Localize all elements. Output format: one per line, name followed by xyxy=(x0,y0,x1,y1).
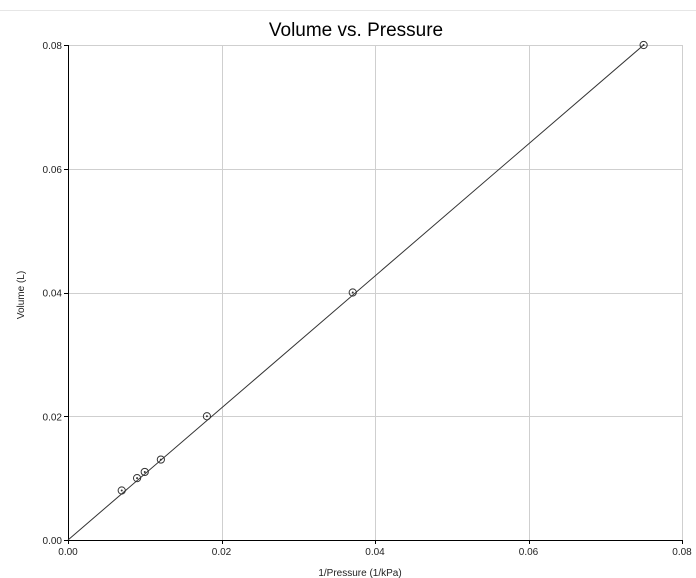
data-point xyxy=(202,412,212,421)
data-points xyxy=(117,40,648,495)
data-point xyxy=(117,486,126,495)
y-tick-label: 0.04 xyxy=(43,289,63,300)
y-tick-label: 0.02 xyxy=(43,412,63,423)
x-tick-label: 0.04 xyxy=(365,547,385,558)
y-tick-label: 0.06 xyxy=(43,165,63,176)
data-point-dot xyxy=(136,477,139,480)
data-point xyxy=(348,288,357,297)
x-tick-label: 0.08 xyxy=(672,547,692,558)
data-point-ring xyxy=(348,288,357,297)
data-point xyxy=(639,40,648,50)
data-point-dot xyxy=(205,415,208,418)
x-axis-label: 1/Pressure (1/kPa) xyxy=(318,568,401,578)
data-point-dot xyxy=(143,470,146,473)
data-point-dot xyxy=(351,291,354,294)
x-tick-label: 0.06 xyxy=(519,547,539,558)
x-tick-label: 0.00 xyxy=(58,547,78,558)
data-point-dot xyxy=(642,44,645,46)
grid xyxy=(68,45,683,541)
y-tick-label: 0.00 xyxy=(43,536,63,547)
data-point xyxy=(140,467,149,477)
chart-title: Volume vs. Pressure xyxy=(269,20,443,41)
data-point xyxy=(156,455,165,464)
data-point-dot xyxy=(120,489,123,492)
data-point-ring xyxy=(202,412,212,421)
data-point-ring xyxy=(639,40,648,50)
y-tick-label: 0.08 xyxy=(43,41,63,52)
x-axis-ticks: 0.00 0.02 0.04 0.06 0.08 xyxy=(58,540,692,558)
data-point-ring xyxy=(156,455,165,464)
data-point xyxy=(132,474,142,483)
data-point-ring xyxy=(132,474,142,483)
y-axis-label: Volume (L) xyxy=(16,271,27,319)
y-axis-ticks: 0.00 0.02 0.04 0.06 0.08 xyxy=(43,41,68,547)
data-point-ring xyxy=(117,486,126,495)
data-point-dot xyxy=(159,458,162,461)
x-tick-label: 0.02 xyxy=(212,547,232,558)
data-point-ring xyxy=(140,467,149,477)
